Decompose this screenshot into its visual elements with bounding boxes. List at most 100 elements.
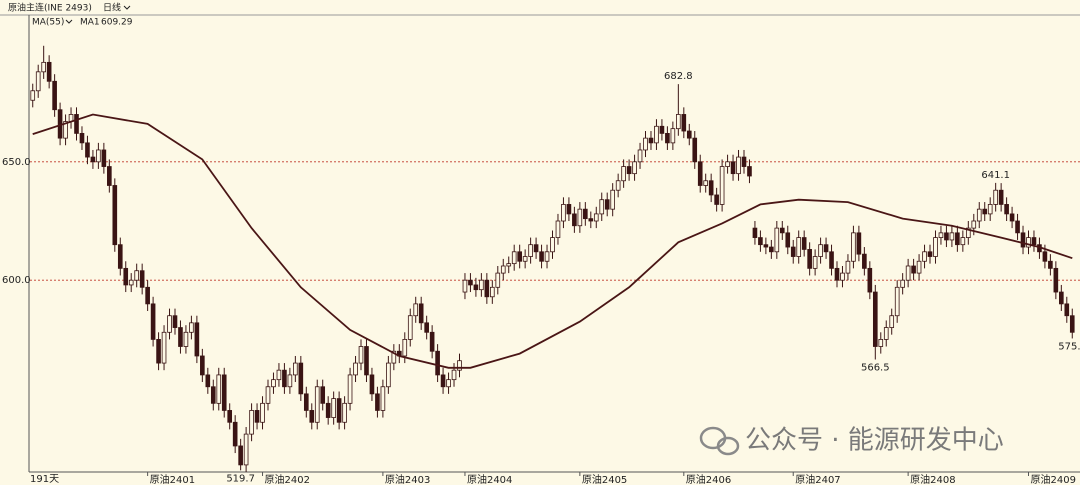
candle-body: [511, 251, 517, 265]
candle-body: [145, 286, 150, 305]
candle-body: [522, 256, 528, 262]
candle-body: [293, 362, 298, 376]
candle-body: [35, 71, 41, 92]
candle-body: [85, 142, 90, 158]
candle-body: [468, 279, 473, 286]
candle-body: [462, 279, 468, 293]
candle-body: [998, 189, 1004, 205]
candle-body: [1048, 260, 1053, 269]
candle-body: [889, 315, 895, 328]
watermark-text: 公众号 · 能源研发中心: [745, 426, 1004, 456]
x-tick-label: 原油2408: [910, 473, 955, 485]
candle-body: [347, 374, 353, 404]
candle-body: [353, 362, 358, 376]
candle-body: [604, 199, 610, 210]
candle-body: [774, 227, 780, 253]
candle-body: [714, 194, 719, 205]
x-tick-label: 原油2409: [1030, 473, 1075, 485]
candle-body: [599, 199, 605, 215]
candle-body: [271, 379, 276, 388]
candle-body: [128, 279, 134, 286]
x-tick-label: 原油2401: [150, 473, 195, 485]
candle-body: [380, 386, 386, 411]
candle-body: [429, 331, 435, 352]
candle-body: [391, 350, 397, 364]
candle-body: [725, 161, 730, 167]
candle-body: [265, 386, 271, 404]
candle-body: [74, 114, 79, 134]
candle-body: [123, 267, 129, 286]
candle-body: [845, 260, 851, 274]
candle-body: [101, 149, 107, 167]
ma-value: 609.29: [101, 18, 133, 28]
candle-body: [1009, 213, 1015, 222]
period-selector[interactable]: 日线: [103, 2, 121, 14]
candle-body: [446, 379, 451, 388]
indicator-selector[interactable]: MA(55): [32, 18, 64, 28]
y-tick-label: 650.0: [2, 157, 31, 168]
candle-body: [648, 137, 654, 144]
candle-body: [282, 369, 287, 388]
candle-body: [134, 270, 140, 281]
candle-body: [697, 161, 703, 186]
candle-body: [561, 204, 566, 222]
candle-body: [872, 291, 878, 347]
candle-body: [665, 132, 670, 144]
candle-body: [1026, 237, 1031, 248]
candle-body: [139, 270, 145, 288]
candle-body: [232, 421, 238, 447]
candle-body: [435, 350, 440, 376]
candle-body: [336, 398, 342, 423]
candle-body: [944, 232, 949, 241]
days-label: 191天: [30, 474, 59, 485]
candle-body: [894, 286, 900, 317]
candle-body: [796, 237, 802, 257]
dropdown-icon[interactable]: [123, 5, 131, 10]
candle-body: [643, 137, 648, 151]
chart-title: 原油主连(INE 2493): [8, 2, 92, 14]
ma-name: MA1: [80, 18, 100, 28]
candle-body: [90, 156, 96, 163]
candle-body: [440, 374, 446, 388]
candle-body: [922, 251, 927, 262]
candle-body: [1064, 303, 1070, 317]
candle-body: [30, 90, 36, 101]
candle-body: [583, 208, 588, 220]
candle-body: [544, 251, 550, 262]
candle-body: [621, 166, 626, 182]
candle-body: [626, 166, 632, 175]
candle-body: [533, 244, 539, 253]
candle-body: [189, 322, 194, 333]
candle-body: [457, 360, 462, 371]
candle-body: [52, 80, 57, 111]
candle-body: [386, 362, 391, 388]
candle-body: [703, 180, 709, 186]
candle-body: [325, 402, 331, 418]
candle-body: [834, 267, 840, 281]
candle-body: [314, 386, 320, 423]
candle-body: [862, 253, 867, 269]
candle-body: [107, 166, 112, 186]
candle-body: [752, 227, 758, 238]
candle-body: [911, 265, 916, 274]
candle-body: [254, 410, 260, 423]
candle-body: [883, 327, 889, 340]
price-annotation: 575.4: [1058, 341, 1080, 352]
candle-body: [933, 237, 938, 257]
candle-body: [243, 433, 249, 466]
dropdown-icon[interactable]: [65, 19, 73, 24]
candle-body: [495, 272, 501, 288]
candle-body: [96, 149, 101, 163]
x-tick-label: 原油2402: [265, 473, 310, 485]
y-tick-label: 600.0: [2, 275, 31, 286]
watermark-icon: [716, 436, 740, 456]
candle-body: [593, 213, 599, 222]
x-tick-label: 原油2403: [385, 473, 430, 485]
ma-line: [32, 113, 1073, 369]
price-annotation: 682.8: [664, 71, 693, 82]
candle-body: [364, 346, 369, 376]
candle-body: [790, 246, 796, 257]
candle-body: [407, 315, 413, 340]
candle-body: [829, 251, 834, 269]
